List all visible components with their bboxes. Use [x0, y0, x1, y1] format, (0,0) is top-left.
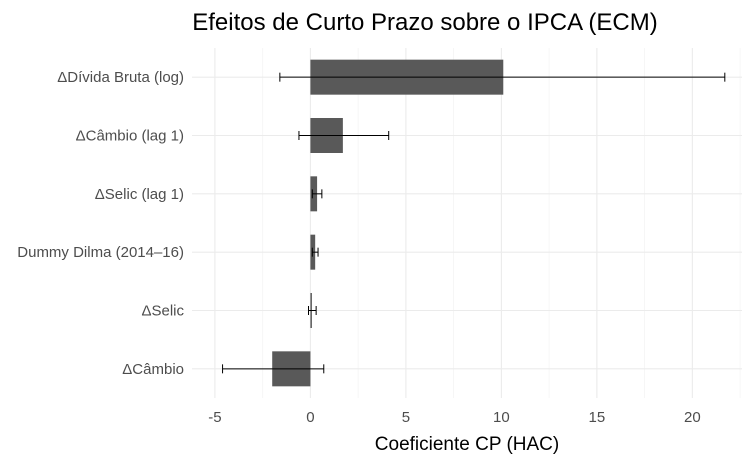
- error-bars-group: [222, 72, 726, 374]
- x-tick-labels: -5 0 5 10 15 20: [208, 409, 700, 426]
- y-tick-label: ΔCâmbio: [122, 361, 184, 378]
- x-tick-label: 0: [306, 409, 314, 426]
- minor-gridlines: [262, 48, 741, 398]
- x-tick-label: 15: [589, 409, 606, 426]
- major-gridlines: [192, 48, 742, 398]
- x-axis-label: Coeficiente CP (HAC): [375, 434, 559, 455]
- y-tick-label: ΔSelic (lag 1): [95, 186, 184, 203]
- y-tick-label: Dummy Dilma (2014–16): [17, 244, 184, 261]
- bars-group: [272, 59, 504, 387]
- x-tick-label: 10: [493, 409, 510, 426]
- y-tick-label: ΔCâmbio (lag 1): [76, 128, 184, 145]
- y-tick-label: ΔDívida Bruta (log): [57, 69, 184, 86]
- y-tick-labels: ΔDívida Bruta (log) ΔCâmbio (lag 1) ΔSelic…: [17, 69, 184, 378]
- y-tick-label: ΔSelic: [141, 303, 184, 320]
- x-tick-label: 20: [684, 409, 701, 426]
- x-tick-label: 5: [402, 409, 410, 426]
- x-tick-label: -5: [208, 409, 221, 426]
- chart-title: Efeitos de Curto Prazo sobre o IPCA (ECM…: [192, 9, 658, 36]
